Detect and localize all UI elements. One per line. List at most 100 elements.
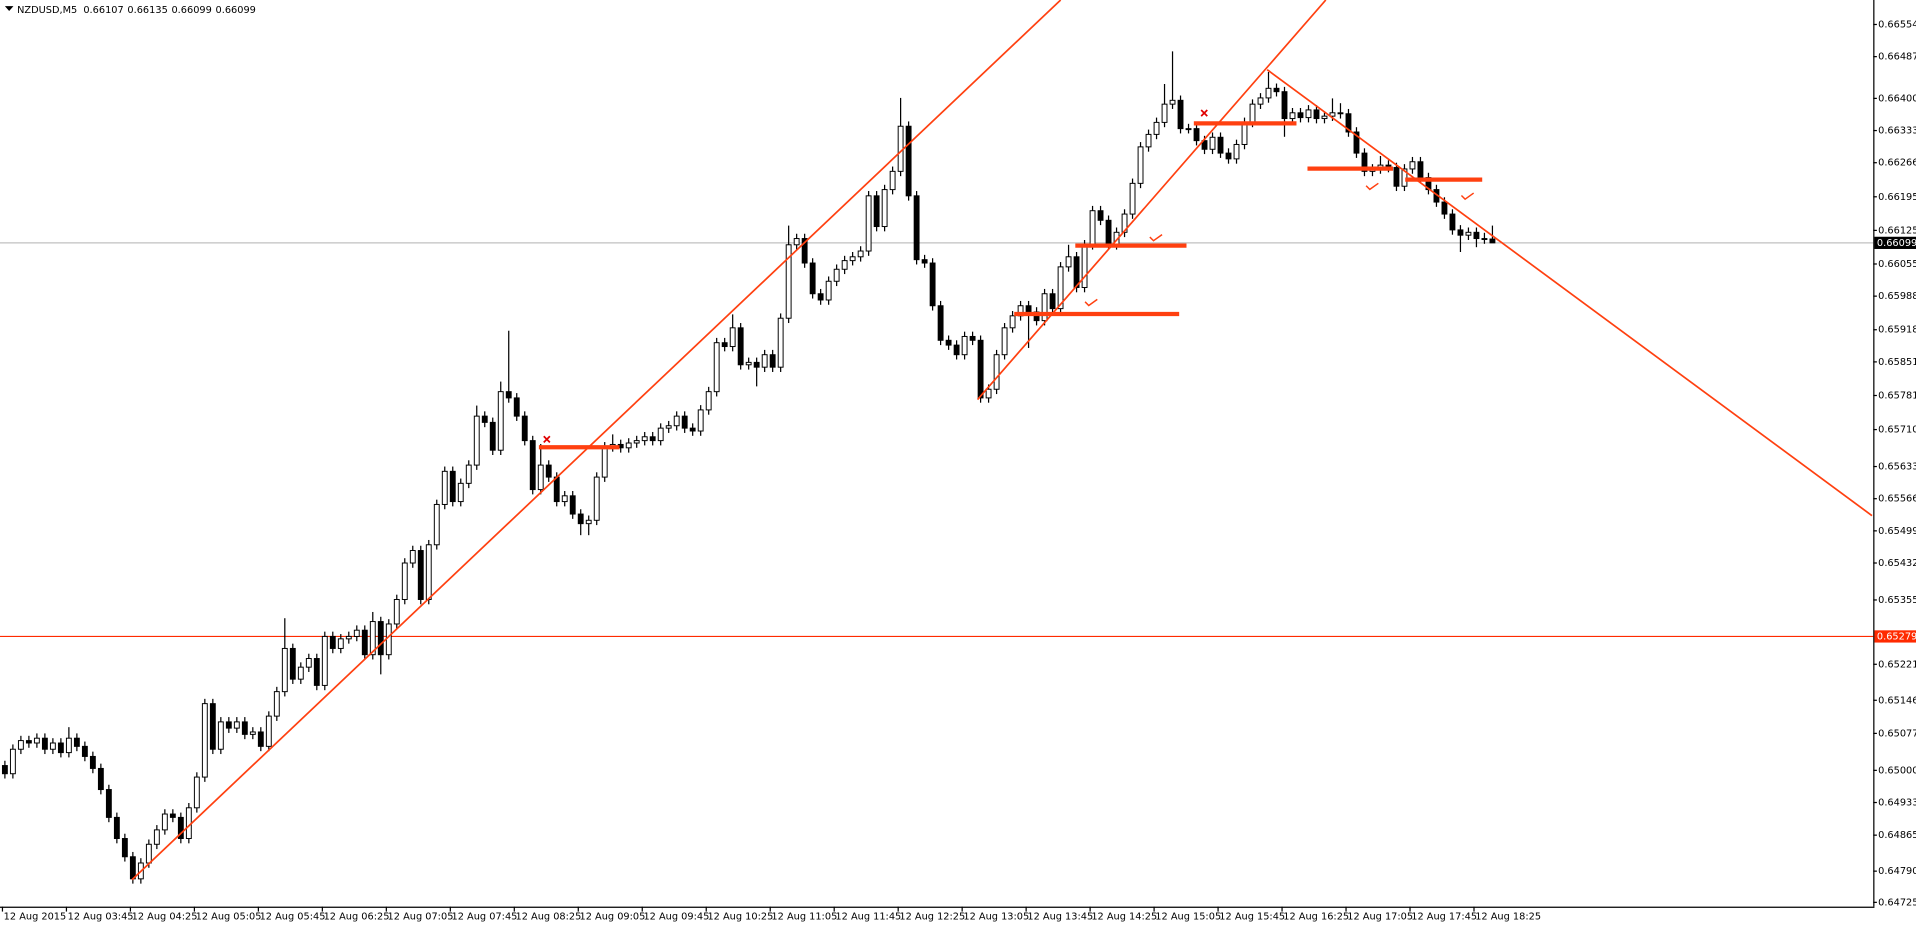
candle-body xyxy=(393,598,400,625)
candle-body xyxy=(297,666,304,680)
candle-body xyxy=(969,335,976,341)
candle-body xyxy=(385,623,392,656)
candle-body xyxy=(737,327,744,366)
check-icon xyxy=(1084,298,1098,307)
y-tick-label: 0.66266 xyxy=(1878,158,1916,169)
candle-body xyxy=(1209,136,1216,150)
candle-body xyxy=(801,238,808,264)
candle-body xyxy=(1233,143,1240,160)
candle-body xyxy=(1353,131,1360,154)
candle-body xyxy=(817,293,824,301)
under-layer xyxy=(0,242,1874,638)
candle-body xyxy=(905,125,912,197)
candle-body xyxy=(889,170,896,191)
candle-body xyxy=(753,361,760,368)
candle-body xyxy=(313,658,320,686)
candle-body xyxy=(977,339,984,399)
candle-body xyxy=(1169,99,1176,105)
candle-body xyxy=(841,260,848,270)
candle-body xyxy=(593,476,600,521)
level-label: 0.65279 xyxy=(1877,631,1916,642)
candle-body xyxy=(625,442,632,449)
y-tick-label: 0.65566 xyxy=(1878,494,1916,505)
header: NZDUSD,M5 0.66107 0.66135 0.66099 0.66099 xyxy=(17,5,256,16)
candle-body xyxy=(41,737,48,750)
candle-body xyxy=(1049,293,1056,310)
candles xyxy=(1,51,1496,884)
candle-body xyxy=(201,703,208,778)
candle-body xyxy=(849,256,856,262)
candle-body xyxy=(937,305,944,341)
x-tick-label: 12 Aug 13:05 xyxy=(963,911,1029,922)
candle-body xyxy=(873,195,880,228)
header-open: 0.66107 xyxy=(83,5,123,16)
candle-body xyxy=(1225,152,1232,160)
y-tick-label: 0.65077 xyxy=(1878,728,1916,739)
candle-body xyxy=(585,519,592,525)
candle-body xyxy=(809,262,816,295)
y-tick-label: 0.65221 xyxy=(1878,659,1916,670)
candle-body xyxy=(57,742,64,754)
candle-body xyxy=(1193,128,1200,142)
x-tick-label: 12 Aug 05:45 xyxy=(260,911,326,922)
candle-body xyxy=(305,658,312,668)
x-tick-label: 12 Aug 07:05 xyxy=(388,911,454,922)
candle-body xyxy=(673,415,680,427)
candle-body xyxy=(425,544,432,600)
candle-body xyxy=(745,361,752,366)
y-tick-label: 0.65918 xyxy=(1878,325,1916,336)
candle-body xyxy=(1409,161,1416,170)
candle-body xyxy=(1185,128,1192,131)
candle-body xyxy=(401,562,408,600)
candle-body xyxy=(921,259,928,264)
candle-body xyxy=(369,621,376,656)
candle-body xyxy=(769,354,776,368)
candle-body xyxy=(65,737,72,754)
x-tick-label: 12 Aug 07:45 xyxy=(452,911,518,922)
candle-body xyxy=(689,427,696,432)
candle-body xyxy=(337,638,344,649)
candle-body xyxy=(777,317,784,368)
candle-body xyxy=(1177,99,1184,130)
candle-body xyxy=(1001,327,1008,356)
y-tick-label: 0.65988 xyxy=(1878,291,1916,302)
candle-body xyxy=(409,550,416,564)
candle-body xyxy=(1057,266,1064,310)
candle-body xyxy=(1,765,8,775)
candle-body xyxy=(457,482,464,503)
trend-line xyxy=(131,0,1062,881)
candle-body xyxy=(1121,213,1128,233)
x-tick-label: 12 Aug 05:05 xyxy=(196,911,262,922)
candle-body xyxy=(121,838,128,858)
candle-body xyxy=(281,647,288,693)
candle-body xyxy=(601,446,608,478)
x-tick-label: 12 Aug 10:25 xyxy=(707,911,773,922)
check-icon xyxy=(1149,234,1163,242)
candle-body xyxy=(273,691,280,717)
candle-body xyxy=(521,415,528,442)
candle-body xyxy=(665,425,672,429)
candle-body xyxy=(145,843,152,864)
candle-body xyxy=(217,721,224,750)
x-tick-label: 12 Aug 08:25 xyxy=(516,911,582,922)
y-tick-label: 0.65499 xyxy=(1878,526,1916,537)
candle-body xyxy=(1305,109,1312,119)
check-icon xyxy=(1365,182,1379,191)
candle-body xyxy=(1153,121,1160,135)
y-tick-label: 0.64865 xyxy=(1878,830,1916,841)
candle-body xyxy=(1041,293,1048,322)
candle-body xyxy=(329,635,336,649)
candle-body xyxy=(1313,109,1320,120)
x-tick-label: 12 Aug 18:25 xyxy=(1475,911,1541,922)
candle-body xyxy=(1297,112,1304,119)
candle-body xyxy=(881,189,888,228)
x-tick-label: 12 Aug 13:45 xyxy=(1027,911,1093,922)
candle-body xyxy=(1161,103,1168,123)
candle-body xyxy=(857,250,864,258)
candle-body xyxy=(473,415,480,466)
x-tick-label: 12 Aug 17:45 xyxy=(1411,911,1477,922)
level-label-box xyxy=(1874,630,1916,643)
candle-body xyxy=(1241,121,1248,145)
candle-body xyxy=(1345,113,1352,133)
